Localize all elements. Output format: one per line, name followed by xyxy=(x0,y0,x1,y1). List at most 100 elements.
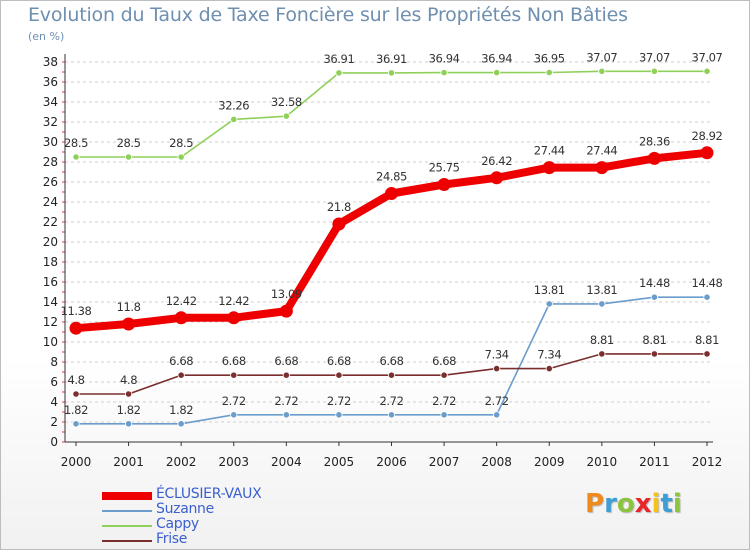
data-point xyxy=(493,69,501,77)
data-label: 37.07 xyxy=(586,50,617,64)
x-tick-label: 2005 xyxy=(324,455,355,469)
y-tick-label: 18 xyxy=(43,255,58,269)
legend-label: Cappy xyxy=(156,516,199,532)
y-tick-label: 28 xyxy=(43,155,58,169)
data-point xyxy=(282,371,290,379)
y-tick-label: 16 xyxy=(43,275,58,289)
x-tick-label: 2006 xyxy=(376,455,407,469)
logo-letter: P xyxy=(585,489,605,519)
data-label: 7.34 xyxy=(485,348,509,362)
data-label: 1.82 xyxy=(117,403,141,417)
data-point xyxy=(650,67,659,75)
data-point xyxy=(595,161,609,175)
data-label: 8.81 xyxy=(642,333,666,347)
x-tick-label: 2001 xyxy=(113,455,144,469)
data-point xyxy=(703,293,711,301)
data-point xyxy=(440,371,448,379)
legend-swatch xyxy=(102,510,152,512)
y-tick-label: 32 xyxy=(43,115,58,129)
y-unit-label: (en %) xyxy=(28,30,65,43)
data-point xyxy=(177,420,185,428)
data-label: 27.44 xyxy=(586,144,617,158)
data-label: 6.68 xyxy=(169,354,193,368)
data-point xyxy=(72,153,80,161)
data-label: 6.68 xyxy=(379,354,403,368)
y-tick-label: 2 xyxy=(50,415,58,429)
data-label: 2.72 xyxy=(327,394,351,408)
y-tick-label: 20 xyxy=(43,235,58,249)
data-label: 13.09 xyxy=(271,287,302,301)
data-point xyxy=(490,171,504,185)
data-label: 14.48 xyxy=(639,276,670,290)
data-point xyxy=(493,364,501,373)
data-label: 13.81 xyxy=(534,283,565,297)
x-tick-label: 2012 xyxy=(692,455,723,469)
data-point xyxy=(279,304,293,318)
data-label: 25.75 xyxy=(429,161,460,175)
y-tick-label: 6 xyxy=(50,375,58,389)
data-label: 2.72 xyxy=(379,394,403,408)
x-tick-label: 2010 xyxy=(587,455,618,469)
data-point xyxy=(230,411,238,419)
logo-letter: x xyxy=(634,489,652,519)
x-tick-label: 2008 xyxy=(481,455,512,469)
data-point xyxy=(124,153,133,161)
series xyxy=(69,67,714,428)
data-point xyxy=(545,68,553,77)
data-label: 6.68 xyxy=(274,354,298,368)
logo-letter: i xyxy=(651,489,661,519)
data-point xyxy=(437,178,451,191)
logo-letter: o xyxy=(616,489,635,519)
y-tick-label: 0 xyxy=(50,435,58,449)
data-point xyxy=(177,153,185,161)
y-tick-label: 10 xyxy=(43,335,58,349)
chart-title: Evolution du Taux de Taxe Foncière sur l… xyxy=(28,4,628,26)
data-label: 13.81 xyxy=(586,283,617,297)
data-label: 4.8 xyxy=(67,373,84,387)
data-label: 4.8 xyxy=(120,373,137,387)
data-point xyxy=(700,146,714,160)
y-tick-label: 24 xyxy=(43,195,58,209)
data-point xyxy=(650,350,659,358)
y-tick-label: 8 xyxy=(50,355,58,369)
data-point xyxy=(72,420,80,428)
data-point xyxy=(387,69,396,77)
data-label: 36.94 xyxy=(429,52,460,66)
data-label: 28.5 xyxy=(64,136,88,150)
series-eclusier-vaux xyxy=(69,146,714,335)
data-point xyxy=(440,411,448,419)
data-point xyxy=(72,390,80,398)
proxiti-logo: Proxiti xyxy=(585,489,682,519)
data-label: 36.91 xyxy=(323,52,354,66)
legend-swatch xyxy=(102,492,152,500)
data-label: 24.85 xyxy=(376,170,407,184)
x-tick-label: 2009 xyxy=(534,455,565,469)
data-label: 28.5 xyxy=(169,136,193,150)
data-label: 11.8 xyxy=(117,300,141,314)
data-point xyxy=(230,115,238,124)
legend-swatch xyxy=(102,525,152,527)
legend-label: Suzanne xyxy=(156,501,214,517)
data-point xyxy=(335,69,343,77)
y-tick-label: 4 xyxy=(50,395,58,409)
y-tick-label: 22 xyxy=(43,215,58,229)
data-label: 37.07 xyxy=(692,50,723,64)
data-point xyxy=(335,371,343,379)
data-label: 32.26 xyxy=(218,98,249,112)
data-label: 6.68 xyxy=(222,354,246,368)
logo-letter: i xyxy=(672,489,682,519)
data-point xyxy=(387,371,396,379)
y-tick-label: 12 xyxy=(43,315,58,329)
data-label: 7.34 xyxy=(537,348,561,362)
data-point xyxy=(647,151,661,165)
data-label: 36.91 xyxy=(376,52,407,66)
data-point xyxy=(69,321,83,335)
data-point xyxy=(177,371,185,379)
data-label: 6.68 xyxy=(327,354,351,368)
data-label: 1.82 xyxy=(169,403,193,417)
data-label: 37.07 xyxy=(639,50,670,64)
data-point xyxy=(387,411,396,419)
data-point xyxy=(227,311,241,325)
y-tick-label: 30 xyxy=(43,135,58,149)
data-label: 11.38 xyxy=(61,304,92,318)
